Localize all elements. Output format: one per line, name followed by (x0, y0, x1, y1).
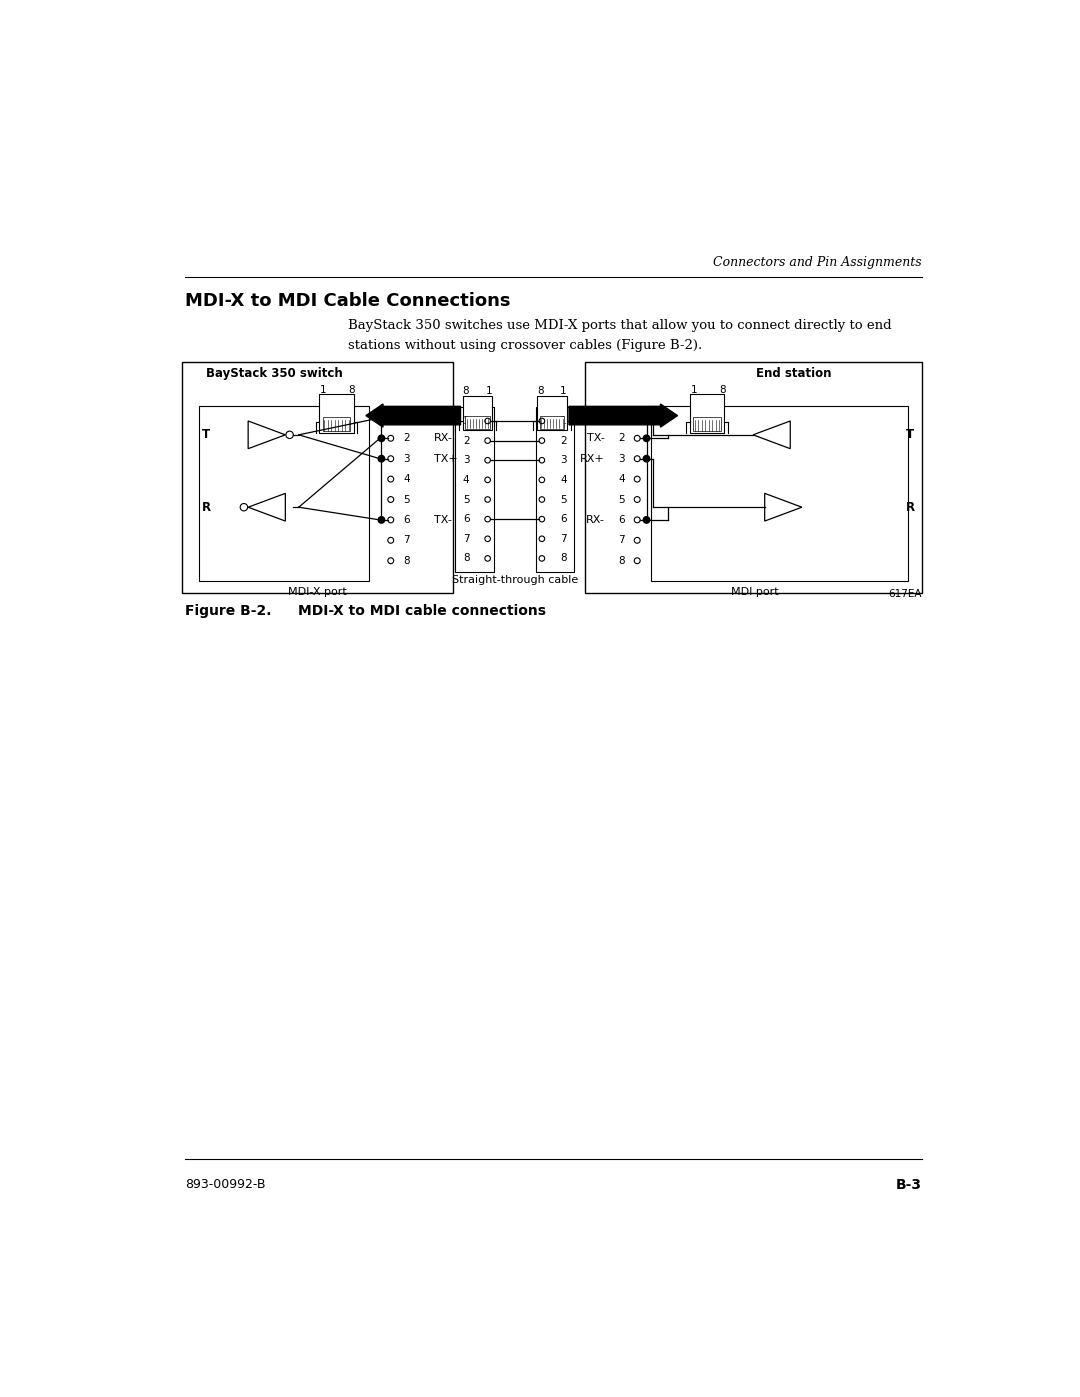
Text: 6: 6 (403, 515, 409, 525)
Bar (537, 397, 567, 430)
Text: 8: 8 (403, 556, 409, 566)
Text: 6: 6 (618, 515, 625, 525)
Text: RX+: RX+ (434, 414, 459, 423)
Text: RX+: RX+ (580, 454, 605, 464)
Text: 8: 8 (537, 387, 543, 397)
Text: T: T (202, 429, 210, 441)
Bar (584, 362, 921, 592)
Text: 2: 2 (463, 436, 470, 446)
Text: 4: 4 (403, 474, 409, 485)
Text: TX-: TX- (586, 433, 605, 443)
Text: 1: 1 (463, 416, 470, 426)
Bar (651, 407, 907, 581)
Circle shape (378, 434, 384, 441)
Text: TX+: TX+ (581, 414, 605, 423)
Circle shape (644, 517, 650, 522)
Text: 8: 8 (719, 384, 726, 395)
Text: T: T (906, 429, 915, 441)
Text: 7: 7 (561, 534, 567, 543)
Text: 8: 8 (618, 556, 625, 566)
Bar (199, 407, 369, 581)
Bar (693, 416, 721, 432)
Circle shape (644, 415, 650, 420)
Text: 7: 7 (403, 535, 409, 545)
Text: 5: 5 (561, 495, 567, 504)
Text: MDI-X port: MDI-X port (287, 587, 347, 597)
Text: MDI-X to MDI Cable Connections: MDI-X to MDI Cable Connections (186, 292, 511, 310)
Bar (690, 394, 724, 433)
Text: 1: 1 (320, 384, 326, 395)
Text: R: R (202, 500, 211, 514)
Text: Connectors and Pin Assignments: Connectors and Pin Assignments (713, 256, 921, 270)
Text: 1: 1 (486, 387, 492, 397)
Bar (465, 416, 489, 429)
Text: RX-: RX- (434, 433, 453, 443)
Text: 8: 8 (561, 553, 567, 563)
Text: TX-: TX- (434, 515, 453, 525)
Bar (181, 362, 453, 592)
Text: 4: 4 (561, 475, 567, 485)
Bar (323, 416, 351, 432)
Text: MDI-X to MDI cable connections: MDI-X to MDI cable connections (298, 605, 545, 619)
Text: 7: 7 (618, 535, 625, 545)
Text: 1: 1 (690, 384, 697, 395)
Text: 5: 5 (618, 495, 625, 504)
Text: 1: 1 (403, 414, 409, 423)
Text: 4: 4 (463, 475, 470, 485)
Text: 5: 5 (463, 495, 470, 504)
Text: 8: 8 (463, 553, 470, 563)
Text: TX+: TX+ (434, 454, 458, 464)
Text: Straight-through cable: Straight-through cable (451, 576, 578, 585)
Bar (455, 407, 494, 573)
Text: 893-00992-B: 893-00992-B (186, 1178, 266, 1190)
Text: 6: 6 (561, 514, 567, 524)
Text: 8: 8 (349, 384, 355, 395)
Text: 1: 1 (561, 387, 567, 397)
Circle shape (378, 415, 384, 420)
Bar (463, 397, 492, 430)
Text: 2: 2 (403, 433, 409, 443)
Circle shape (378, 517, 384, 522)
Text: 2: 2 (561, 436, 567, 446)
Text: 3: 3 (618, 454, 625, 464)
Circle shape (378, 455, 384, 462)
Text: 7: 7 (463, 534, 470, 543)
FancyArrow shape (569, 404, 677, 427)
Text: 1: 1 (618, 414, 625, 423)
Circle shape (644, 455, 650, 462)
Text: 3: 3 (463, 455, 470, 465)
Text: 6: 6 (463, 514, 470, 524)
FancyArrow shape (366, 404, 460, 427)
Text: 4: 4 (618, 474, 625, 485)
Text: 5: 5 (403, 495, 409, 504)
Circle shape (644, 434, 650, 441)
Text: 1: 1 (561, 416, 567, 426)
Text: B-3: B-3 (895, 1178, 921, 1192)
Text: End station: End station (756, 367, 832, 380)
Bar (536, 407, 575, 573)
Text: BayStack 350 switch: BayStack 350 switch (206, 367, 342, 380)
Text: 2: 2 (618, 433, 625, 443)
Text: 3: 3 (561, 455, 567, 465)
Text: R: R (906, 500, 915, 514)
Text: Figure B-2.: Figure B-2. (186, 605, 272, 619)
Text: 8: 8 (462, 387, 469, 397)
Text: 3: 3 (403, 454, 409, 464)
Text: MDI port: MDI port (731, 587, 779, 597)
Bar (320, 394, 353, 433)
Bar (540, 416, 564, 429)
Text: RX-: RX- (585, 515, 605, 525)
Text: stations without using crossover cables (Figure B-2).: stations without using crossover cables … (348, 338, 702, 352)
Text: BayStack 350 switches use MDI-X ports that allow you to connect directly to end: BayStack 350 switches use MDI-X ports th… (348, 320, 892, 332)
Text: 617EA: 617EA (888, 588, 921, 599)
